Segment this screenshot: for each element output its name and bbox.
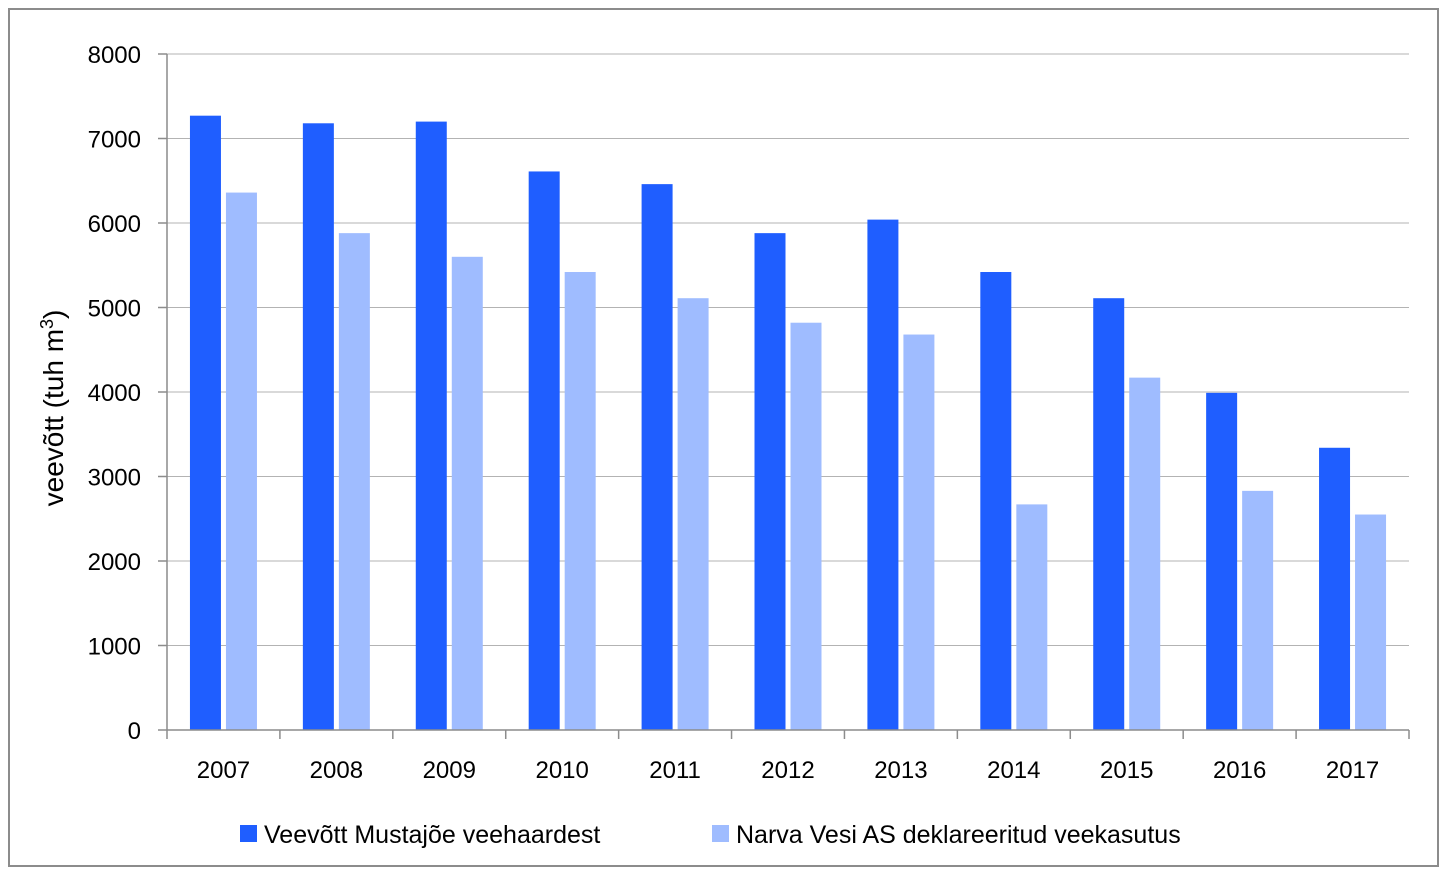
x-tick-label: 2008 xyxy=(310,757,363,784)
x-tick-label: 2007 xyxy=(197,757,250,784)
x-tick-label: 2014 xyxy=(987,757,1040,784)
bar-2017-series-1 xyxy=(1319,447,1351,730)
bar-2010-series-2 xyxy=(564,272,596,730)
x-tick-label: 2017 xyxy=(1326,757,1379,784)
y-tick-label: 2000 xyxy=(88,549,141,576)
bar-2009-series-1 xyxy=(415,121,447,731)
axes xyxy=(166,54,1410,739)
bar-2010-series-1 xyxy=(528,171,560,730)
gridlines xyxy=(158,53,1409,731)
bar-2015-series-2 xyxy=(1129,377,1161,730)
bar-2011-series-1 xyxy=(641,184,673,730)
y-axis-title-sup: 3 xyxy=(37,319,57,329)
bar-2009-series-2 xyxy=(451,256,483,730)
bar-2007-series-1 xyxy=(189,115,221,730)
bar-2011-series-2 xyxy=(677,298,709,730)
y-tick-label: 4000 xyxy=(88,380,141,407)
bars xyxy=(189,115,1387,731)
bar-2015-series-1 xyxy=(1093,298,1125,730)
x-tick-label: 2012 xyxy=(761,757,814,784)
bar-2008-series-2 xyxy=(338,233,370,730)
x-tick-label: 2011 xyxy=(649,757,701,784)
legend-swatch-2 xyxy=(712,825,729,842)
bar-2014-series-1 xyxy=(980,272,1012,730)
bar-2014-series-2 xyxy=(1016,504,1048,730)
y-tick-labels: 0 1000 2000 3000 4000 5000 6000 7000 8000 xyxy=(88,42,141,745)
y-axis-title-main: veevõtt (tuh m xyxy=(38,329,69,506)
legend-label-2: Narva Vesi AS deklareeritud veekasutus xyxy=(736,821,1181,849)
bar-2012-series-2 xyxy=(790,322,822,730)
x-tick-label: 2009 xyxy=(423,757,476,784)
legend-swatch-1 xyxy=(240,825,257,842)
bar-2012-series-1 xyxy=(754,233,786,730)
y-axis-title: veevõtt (tuh m3) xyxy=(37,310,69,507)
y-tick-label: 7000 xyxy=(88,127,141,154)
bar-2013-series-1 xyxy=(867,219,899,730)
x-tick-label: 2015 xyxy=(1100,757,1153,784)
y-tick-label: 1000 xyxy=(88,634,141,661)
y-tick-label: 3000 xyxy=(88,465,141,492)
y-tick-label: 0 xyxy=(128,718,141,745)
bar-2007-series-2 xyxy=(225,192,257,730)
y-axis-title-close: ) xyxy=(38,310,69,319)
x-tick-labels: 2007 2008 2009 2010 2011 2012 2013 2014 2015 2016… xyxy=(197,757,1379,784)
y-tick-label: 5000 xyxy=(88,296,141,323)
legend-label-1: Veevõtt Mustajõe veehaardest xyxy=(264,821,600,849)
x-tick-label: 2016 xyxy=(1213,757,1266,784)
y-tick-label: 8000 xyxy=(88,42,141,69)
y-tick-label: 6000 xyxy=(88,211,141,238)
bar-2016-series-1 xyxy=(1206,392,1238,730)
bar-2017-series-2 xyxy=(1355,514,1387,730)
bar-2008-series-1 xyxy=(302,123,334,731)
x-tick-label: 2013 xyxy=(874,757,927,784)
bar-2016-series-2 xyxy=(1242,490,1274,730)
bar-2013-series-2 xyxy=(903,334,935,730)
x-tick-label: 2010 xyxy=(535,757,588,784)
legend: Veevõtt Mustajõe veehaardest Narva Vesi A… xyxy=(240,821,1181,849)
